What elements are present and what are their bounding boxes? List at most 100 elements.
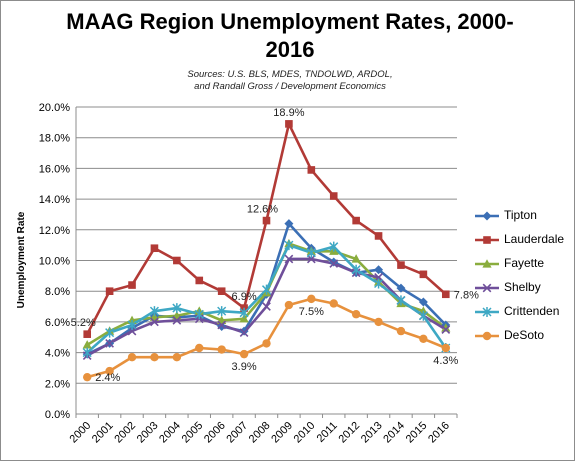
y-tick-label: 0.0%: [45, 409, 70, 421]
legend-item-lauderdale: Lauderdale: [474, 230, 574, 254]
data-point-shelby: [239, 328, 249, 338]
data-label: 4.3%: [433, 355, 458, 367]
data-point-shelby: [172, 315, 182, 325]
x-tick-label: 2005: [180, 420, 206, 446]
x-tick-label: 2007: [224, 420, 250, 446]
x-tick-label: 2015: [404, 420, 430, 446]
data-point-lauderdale: [329, 192, 338, 200]
data-point-desoto: [150, 353, 159, 362]
data-point-crittenden: [306, 247, 316, 258]
legend-label: DeSoto: [504, 328, 545, 342]
data-point-shelby: [217, 320, 227, 330]
legend-label: Tipton: [504, 208, 537, 222]
series-line-desoto: [86, 297, 447, 379]
data-point-crittenden: [351, 264, 361, 275]
data-point-lauderdale: [419, 270, 428, 279]
data-point-crittenden: [127, 319, 137, 330]
y-axis-title: Unemployment Rate: [16, 211, 27, 308]
legend-swatch: [475, 211, 499, 221]
data-point-shelby: [306, 254, 316, 264]
y-tick-label: 6.0%: [45, 317, 70, 329]
chart-title: MAAG Region Unemployment Rates, 2000- 20…: [40, 8, 540, 64]
data-point-lauderdale: [262, 216, 271, 225]
x-tick-label: 2000: [68, 420, 94, 446]
data-point-lauderdale: [128, 281, 136, 289]
data-point-desoto: [83, 372, 92, 382]
legend-item-desoto: DeSoto: [474, 326, 574, 350]
data-label: 7.8%: [454, 289, 479, 301]
data-point-desoto: [307, 294, 316, 304]
y-tick-labels: 0.0% 2.0% 4.0% 6.0% 8.0% 10.0% 12.0% 14.0% 16.0%…: [39, 102, 70, 421]
y-tick-label: 12.0%: [39, 225, 70, 237]
legend-item-tipton: Tipton: [474, 206, 574, 230]
data-point-crittenden: [149, 306, 159, 317]
data-label: 5.2%: [71, 317, 96, 329]
x-tick-labels: 2000200120022003200420052006200720082009…: [68, 420, 452, 446]
legend-swatch: [475, 283, 499, 293]
data-point-crittenden: [261, 284, 272, 295]
data-point-tipton: [418, 297, 428, 307]
data-point-crittenden: [284, 240, 294, 251]
legend-item-crittenden: Crittenden: [474, 302, 574, 326]
x-tick-label: 2016: [426, 420, 452, 446]
series-markers: [82, 120, 451, 382]
data-point-lauderdale: [441, 290, 450, 299]
y-tick-label: 8.0%: [45, 286, 70, 298]
data-point-crittenden: [194, 309, 204, 320]
data-point-crittenden: [82, 347, 92, 358]
data-point-desoto: [419, 334, 428, 343]
data-point-shelby: [329, 259, 339, 268]
x-tick-label: 2012: [336, 420, 362, 446]
legend-swatch-marker: [482, 283, 492, 293]
data-point-crittenden: [172, 303, 182, 314]
data-point-lauderdale: [173, 256, 181, 265]
data-point-fayette: [441, 323, 451, 332]
data-point-lauderdale: [374, 232, 383, 240]
data-point-desoto: [105, 366, 114, 376]
data-point-desoto: [329, 299, 338, 308]
data-label: 7.5%: [299, 306, 324, 318]
data-point-desoto: [127, 353, 137, 362]
x-tick-label: 2009: [269, 420, 295, 446]
legend-label: Fayette: [504, 256, 545, 270]
data-label: 6.9%: [232, 291, 257, 303]
data-point-fayette: [82, 340, 92, 349]
x-tick-label: 2011: [315, 420, 340, 445]
data-point-desoto: [195, 343, 204, 353]
data-point-shelby: [284, 254, 294, 264]
y-tick-label: 14.0%: [39, 194, 70, 206]
data-point-lauderdale: [83, 330, 92, 338]
y-tick-label: 18.0%: [39, 133, 70, 145]
series-line-lauderdale: [86, 122, 447, 335]
x-tick-label: 2014: [381, 420, 407, 446]
legend-swatch-marker: [482, 307, 492, 317]
legend-swatch: [475, 236, 499, 244]
data-point-fayette: [239, 314, 249, 323]
legend-label: Crittenden: [504, 304, 560, 318]
data-point-shelby: [374, 273, 383, 282]
data-point-shelby: [441, 325, 451, 334]
legend-swatch: [475, 331, 499, 341]
y-tick-label: 2.0%: [45, 378, 70, 390]
chart-title-line-2: 2016: [265, 37, 315, 62]
legend-swatch-marker: [482, 331, 492, 341]
data-label: 12.6%: [247, 204, 278, 216]
data-point-crittenden: [105, 327, 115, 338]
data-point-desoto: [172, 353, 182, 362]
data-point-tipton: [217, 322, 227, 332]
y-tick-label: 16.0%: [39, 163, 70, 175]
data-point-tipton: [396, 283, 406, 293]
data-point-tipton: [329, 257, 339, 267]
data-point-lauderdale: [307, 166, 316, 174]
data-point-lauderdale: [150, 244, 159, 253]
chart-subtitle-line-1: Sources: U.S. BLS, MDES, TNDOLWD, ARDOL,: [187, 69, 393, 80]
series-line-crittenden: [86, 243, 447, 354]
data-point-shelby: [127, 326, 137, 336]
data-point-desoto: [374, 317, 383, 327]
data-label: 2.4%: [95, 372, 120, 384]
x-tick-label: 2010: [292, 420, 318, 446]
data-point-desoto: [396, 326, 406, 336]
x-tick-label: 2006: [202, 420, 228, 446]
chart-title-line-1: MAAG Region Unemployment Rates, 2000-: [66, 9, 514, 34]
legend: Tipton Lauderdale Fayette Shelby Crittenden D…: [474, 206, 574, 350]
